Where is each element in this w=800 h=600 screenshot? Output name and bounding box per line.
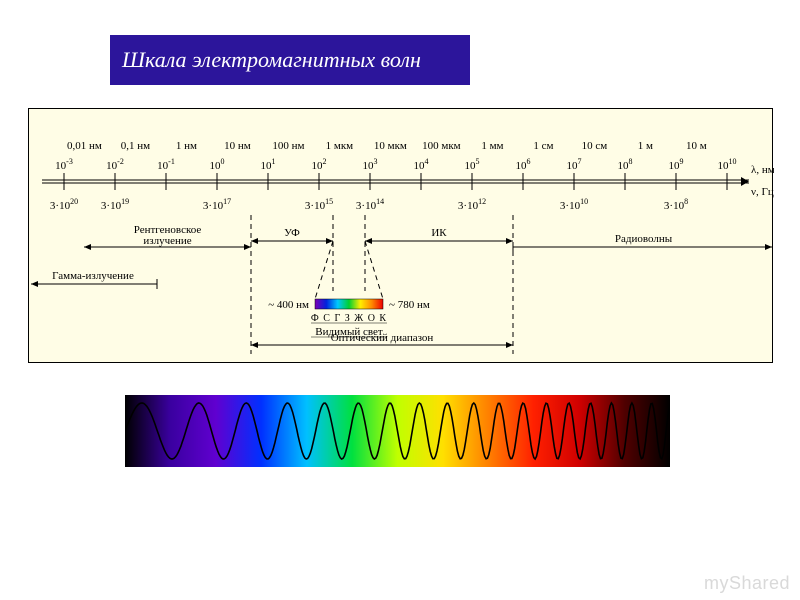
svg-text:Радиоволны: Радиоволны [615, 233, 673, 245]
svg-text:10 м: 10 м [686, 140, 707, 152]
svg-text:3·1014: 3·1014 [356, 197, 384, 212]
svg-text:~ 400 нм: ~ 400 нм [268, 299, 309, 311]
svg-text:3·1020: 3·1020 [50, 197, 78, 212]
diagram-svg: 10-3 0,01 нм 10-2 0,1 нм 10-11 нм 100 10 нм 101… [29, 109, 774, 364]
svg-text:3·1019: 3·1019 [101, 197, 129, 212]
svg-text:1 мм: 1 мм [481, 140, 503, 152]
svg-text:λ, нм: λ, нм [751, 164, 774, 176]
svg-text:3·1015: 3·1015 [305, 197, 333, 212]
svg-text:Видимый свет: Видимый свет [315, 326, 383, 338]
svg-text:107: 107 [567, 157, 582, 172]
svg-text:108: 108 [618, 157, 633, 172]
svg-text:103: 103 [363, 157, 378, 172]
title-box: Шкала электромагнитных волн [110, 35, 470, 85]
svg-text:излучение: излучение [143, 235, 191, 247]
svg-text:ν, Гц: ν, Гц [751, 186, 774, 198]
svg-text:1010: 1010 [718, 157, 737, 172]
em-spectrum-diagram: 10-3 0,01 нм 10-2 0,1 нм 10-11 нм 100 10 нм 101… [28, 108, 773, 363]
svg-text:102: 102 [312, 157, 327, 172]
svg-text:1 м: 1 м [638, 140, 653, 152]
title-text: Шкала электромагнитных волн [122, 47, 421, 73]
svg-text:0,01 нм: 0,01 нм [67, 140, 102, 152]
svg-text:100: 100 [210, 157, 225, 172]
svg-text:109: 109 [669, 157, 684, 172]
svg-text:100 мкм: 100 мкм [422, 140, 461, 152]
svg-text:10-2: 10-2 [106, 157, 124, 172]
svg-text:3·1012: 3·1012 [458, 197, 486, 212]
svg-text:101: 101 [261, 157, 276, 172]
svg-text:1 см: 1 см [533, 140, 553, 152]
svg-text:Гамма-излучение: Гамма-излучение [52, 270, 134, 282]
svg-text:105: 105 [465, 157, 480, 172]
svg-text:100 нм: 100 нм [272, 140, 304, 152]
svg-text:3·1017: 3·1017 [203, 197, 231, 212]
svg-text:10-1: 10-1 [157, 157, 175, 172]
svg-text:10-3: 10-3 [55, 157, 73, 172]
spectrum-svg [125, 395, 670, 467]
svg-text:УФ: УФ [284, 227, 300, 239]
svg-text:1 нм: 1 нм [176, 140, 197, 152]
svg-text:1 мкм: 1 мкм [326, 140, 354, 152]
svg-text:104: 104 [414, 157, 429, 172]
svg-text:0,1 нм: 0,1 нм [121, 140, 150, 152]
svg-text:3·1010: 3·1010 [560, 197, 588, 212]
svg-text:Ф С Г З Ж О К: Ф С Г З Ж О К [311, 313, 387, 324]
svg-text:~ 780 нм: ~ 780 нм [389, 299, 430, 311]
watermark: myShared [704, 573, 790, 594]
svg-text:3·108: 3·108 [664, 197, 688, 212]
svg-text:10 см: 10 см [582, 140, 608, 152]
svg-text:106: 106 [516, 157, 531, 172]
svg-text:ИК: ИК [431, 227, 447, 239]
svg-text:10 нм: 10 нм [224, 140, 251, 152]
rainbow-spectrum [125, 395, 670, 467]
svg-text:10 мкм: 10 мкм [374, 140, 407, 152]
